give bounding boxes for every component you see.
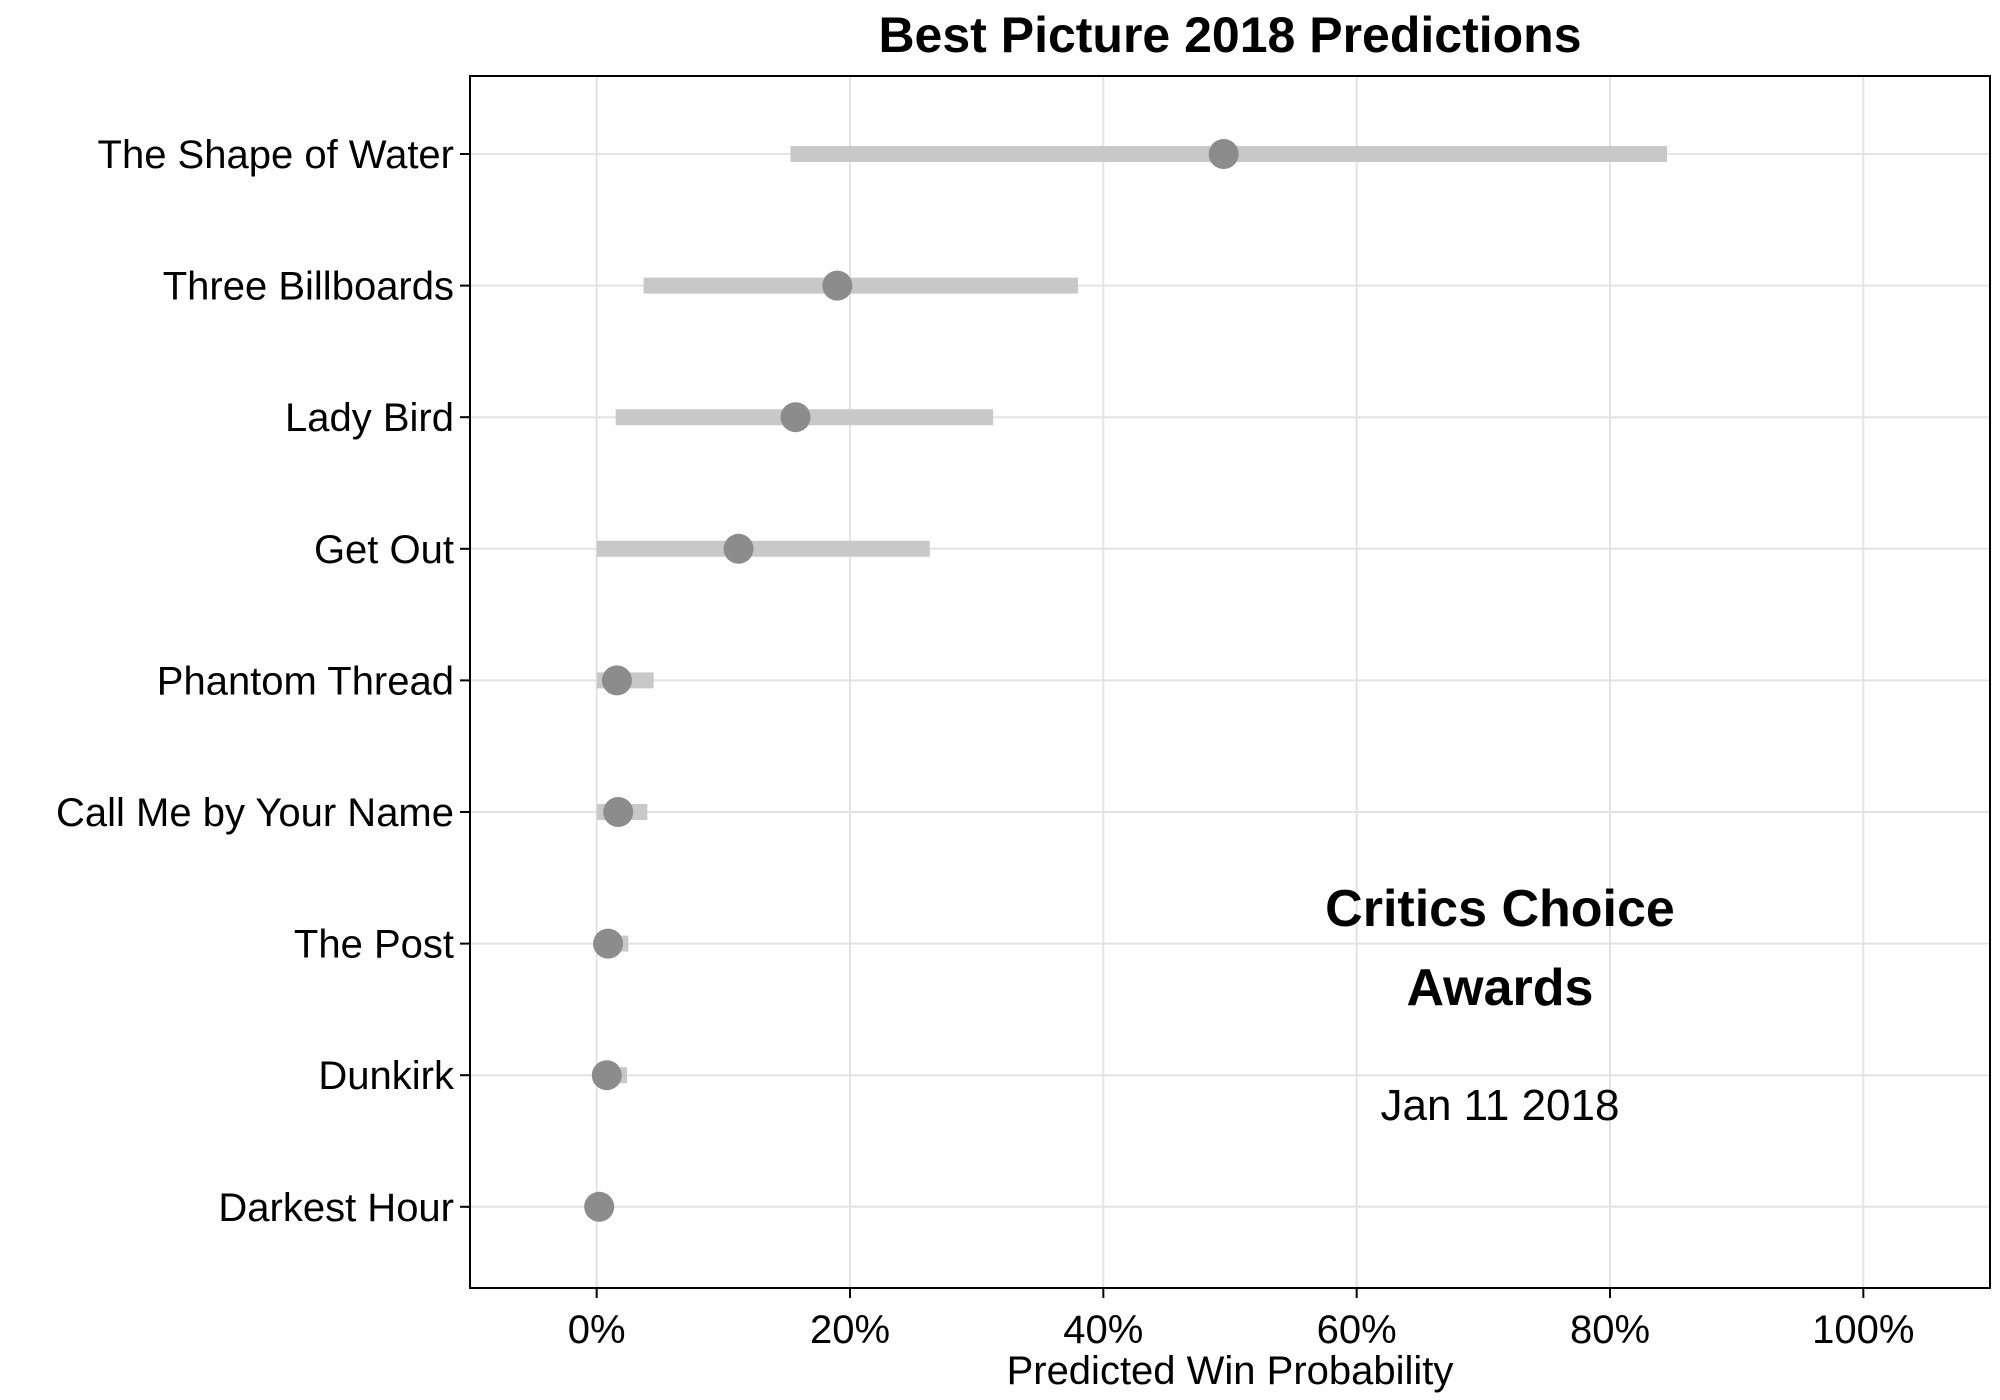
y-tick-label: The Shape of Water	[98, 133, 454, 177]
data-point	[593, 928, 624, 959]
plot-border	[469, 75, 1991, 1289]
y-tick-label: Get Out	[314, 528, 454, 572]
x-axis: 0% 20% 40% 60% 80% 100%	[568, 1288, 1914, 1352]
y-axis: The Shape of Water Three Billboards Lady B…	[56, 133, 470, 1230]
y-tick-label: Darkest Hour	[218, 1186, 454, 1230]
point-layer	[584, 139, 1239, 1222]
x-tick-label: 0%	[568, 1308, 626, 1352]
x-tick-label: 100%	[1812, 1308, 1914, 1352]
x-tick-label: 20%	[810, 1308, 890, 1352]
x-tick-label: 40%	[1063, 1308, 1143, 1352]
data-point	[603, 797, 634, 827]
annotation-line-1: Critics Choice	[1325, 880, 1675, 938]
y-tick-label: Lady Bird	[285, 396, 454, 440]
y-tick-label: Call Me by Your Name	[56, 791, 454, 835]
data-point	[591, 1060, 622, 1091]
x-axis-title: Predicted Win Probability	[1007, 1349, 1454, 1393]
annotation-line-2: Awards	[1407, 959, 1594, 1017]
data-point	[601, 665, 632, 696]
data-point	[1208, 139, 1239, 169]
data-point	[780, 402, 811, 433]
y-tick-label: The Post	[294, 923, 454, 967]
y-tick-label: Three Billboards	[163, 265, 454, 309]
y-tick-label: Dunkirk	[318, 1054, 455, 1098]
x-tick-label: 80%	[1570, 1308, 1650, 1352]
annotation-date: Jan 11 2018	[1381, 1081, 1620, 1130]
chart-title: Best Picture 2018 Predictions	[878, 7, 1581, 63]
data-point	[584, 1191, 615, 1222]
data-point	[822, 270, 853, 301]
x-tick-label: 60%	[1317, 1308, 1397, 1352]
data-point	[723, 533, 754, 564]
annotation: Critics Choice Awards Jan 11 2018	[1325, 880, 1675, 1130]
y-tick-label: Phantom Thread	[157, 659, 454, 703]
